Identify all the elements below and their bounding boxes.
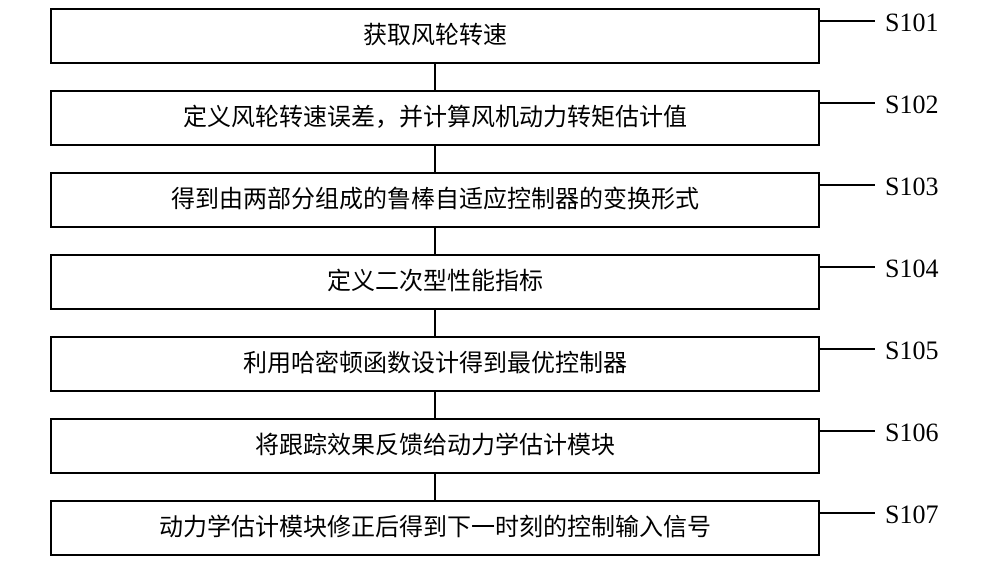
step-text-5: 利用哈密顿函数设计得到最优控制器 [243, 350, 627, 379]
flowchart-canvas: 获取风轮转速 定义风轮转速误差，并计算风机动力转矩估计值 得到由两部分组成的鲁棒… [0, 0, 1000, 582]
label-line-3 [820, 184, 875, 186]
label-line-4 [820, 266, 875, 268]
step-box-3: 得到由两部分组成的鲁棒自适应控制器的变换形式 [50, 172, 820, 228]
connector-6-7 [434, 474, 436, 500]
step-text-7: 动力学估计模块修正后得到下一时刻的控制输入信号 [159, 514, 711, 543]
connector-5-6 [434, 392, 436, 418]
step-box-6: 将跟踪效果反馈给动力学估计模块 [50, 418, 820, 474]
step-box-4: 定义二次型性能指标 [50, 254, 820, 310]
label-line-1 [820, 20, 875, 22]
step-text-1: 获取风轮转速 [363, 22, 507, 51]
step-label-6: S106 [885, 418, 938, 448]
step-label-1: S101 [885, 8, 938, 38]
label-line-2 [820, 102, 875, 104]
step-box-2: 定义风轮转速误差，并计算风机动力转矩估计值 [50, 90, 820, 146]
step-label-5: S105 [885, 336, 938, 366]
label-line-6 [820, 430, 875, 432]
step-label-4: S104 [885, 254, 938, 284]
step-label-7: S107 [885, 500, 938, 530]
connector-4-5 [434, 310, 436, 336]
step-text-4: 定义二次型性能指标 [327, 268, 543, 297]
step-text-6: 将跟踪效果反馈给动力学估计模块 [255, 432, 615, 461]
step-label-2: S102 [885, 90, 938, 120]
step-box-1: 获取风轮转速 [50, 8, 820, 64]
step-label-3: S103 [885, 172, 938, 202]
connector-1-2 [434, 64, 436, 90]
step-box-7: 动力学估计模块修正后得到下一时刻的控制输入信号 [50, 500, 820, 556]
connector-2-3 [434, 146, 436, 172]
connector-3-4 [434, 228, 436, 254]
label-line-7 [820, 512, 875, 514]
step-text-3: 得到由两部分组成的鲁棒自适应控制器的变换形式 [171, 186, 699, 215]
label-line-5 [820, 348, 875, 350]
step-box-5: 利用哈密顿函数设计得到最优控制器 [50, 336, 820, 392]
step-text-2: 定义风轮转速误差，并计算风机动力转矩估计值 [183, 104, 687, 133]
